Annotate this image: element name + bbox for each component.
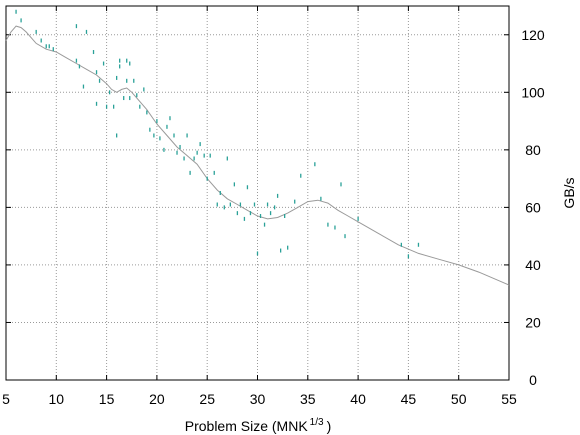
x-tick-label: 50 <box>451 391 467 407</box>
y-tick-label: 20 <box>525 314 541 330</box>
y-tick-label: 100 <box>521 84 545 100</box>
x-tick-label: 15 <box>99 391 115 407</box>
x-tick-labels: 5 10 15 20 25 30 35 40 45 50 55 <box>2 391 517 407</box>
x-axis-label-exponent: 1/3 <box>310 417 324 428</box>
x-axis-label-main: Problem Size (MNK <box>185 418 309 434</box>
y-tick-label: 120 <box>521 27 545 43</box>
x-tick-label: 25 <box>199 391 215 407</box>
x-tick-label: 20 <box>149 391 165 407</box>
y-tick-label: 0 <box>529 372 537 388</box>
x-tick-label: 45 <box>401 391 417 407</box>
y-axis-label: GB/s <box>561 177 577 208</box>
x-axis-label-close: ) <box>327 418 332 434</box>
y-tick-labels: 0 20 40 60 80 100 120 <box>521 27 545 388</box>
x-tick-label: 40 <box>350 391 366 407</box>
data-points <box>15 9 420 259</box>
grid <box>6 6 509 380</box>
y-tick-label: 40 <box>525 257 541 273</box>
ticks <box>5 6 510 381</box>
y-tick-label: 60 <box>525 199 541 215</box>
trend-line <box>5 25 510 286</box>
x-tick-label: 5 <box>2 391 10 407</box>
x-tick-label: 30 <box>250 391 266 407</box>
x-tick-label: 55 <box>501 391 517 407</box>
x-tick-label: 35 <box>300 391 316 407</box>
y-tick-label: 80 <box>525 142 541 158</box>
x-tick-label: 10 <box>49 391 65 407</box>
x-axis-label: Problem Size (MNK 1/3) <box>185 417 332 434</box>
